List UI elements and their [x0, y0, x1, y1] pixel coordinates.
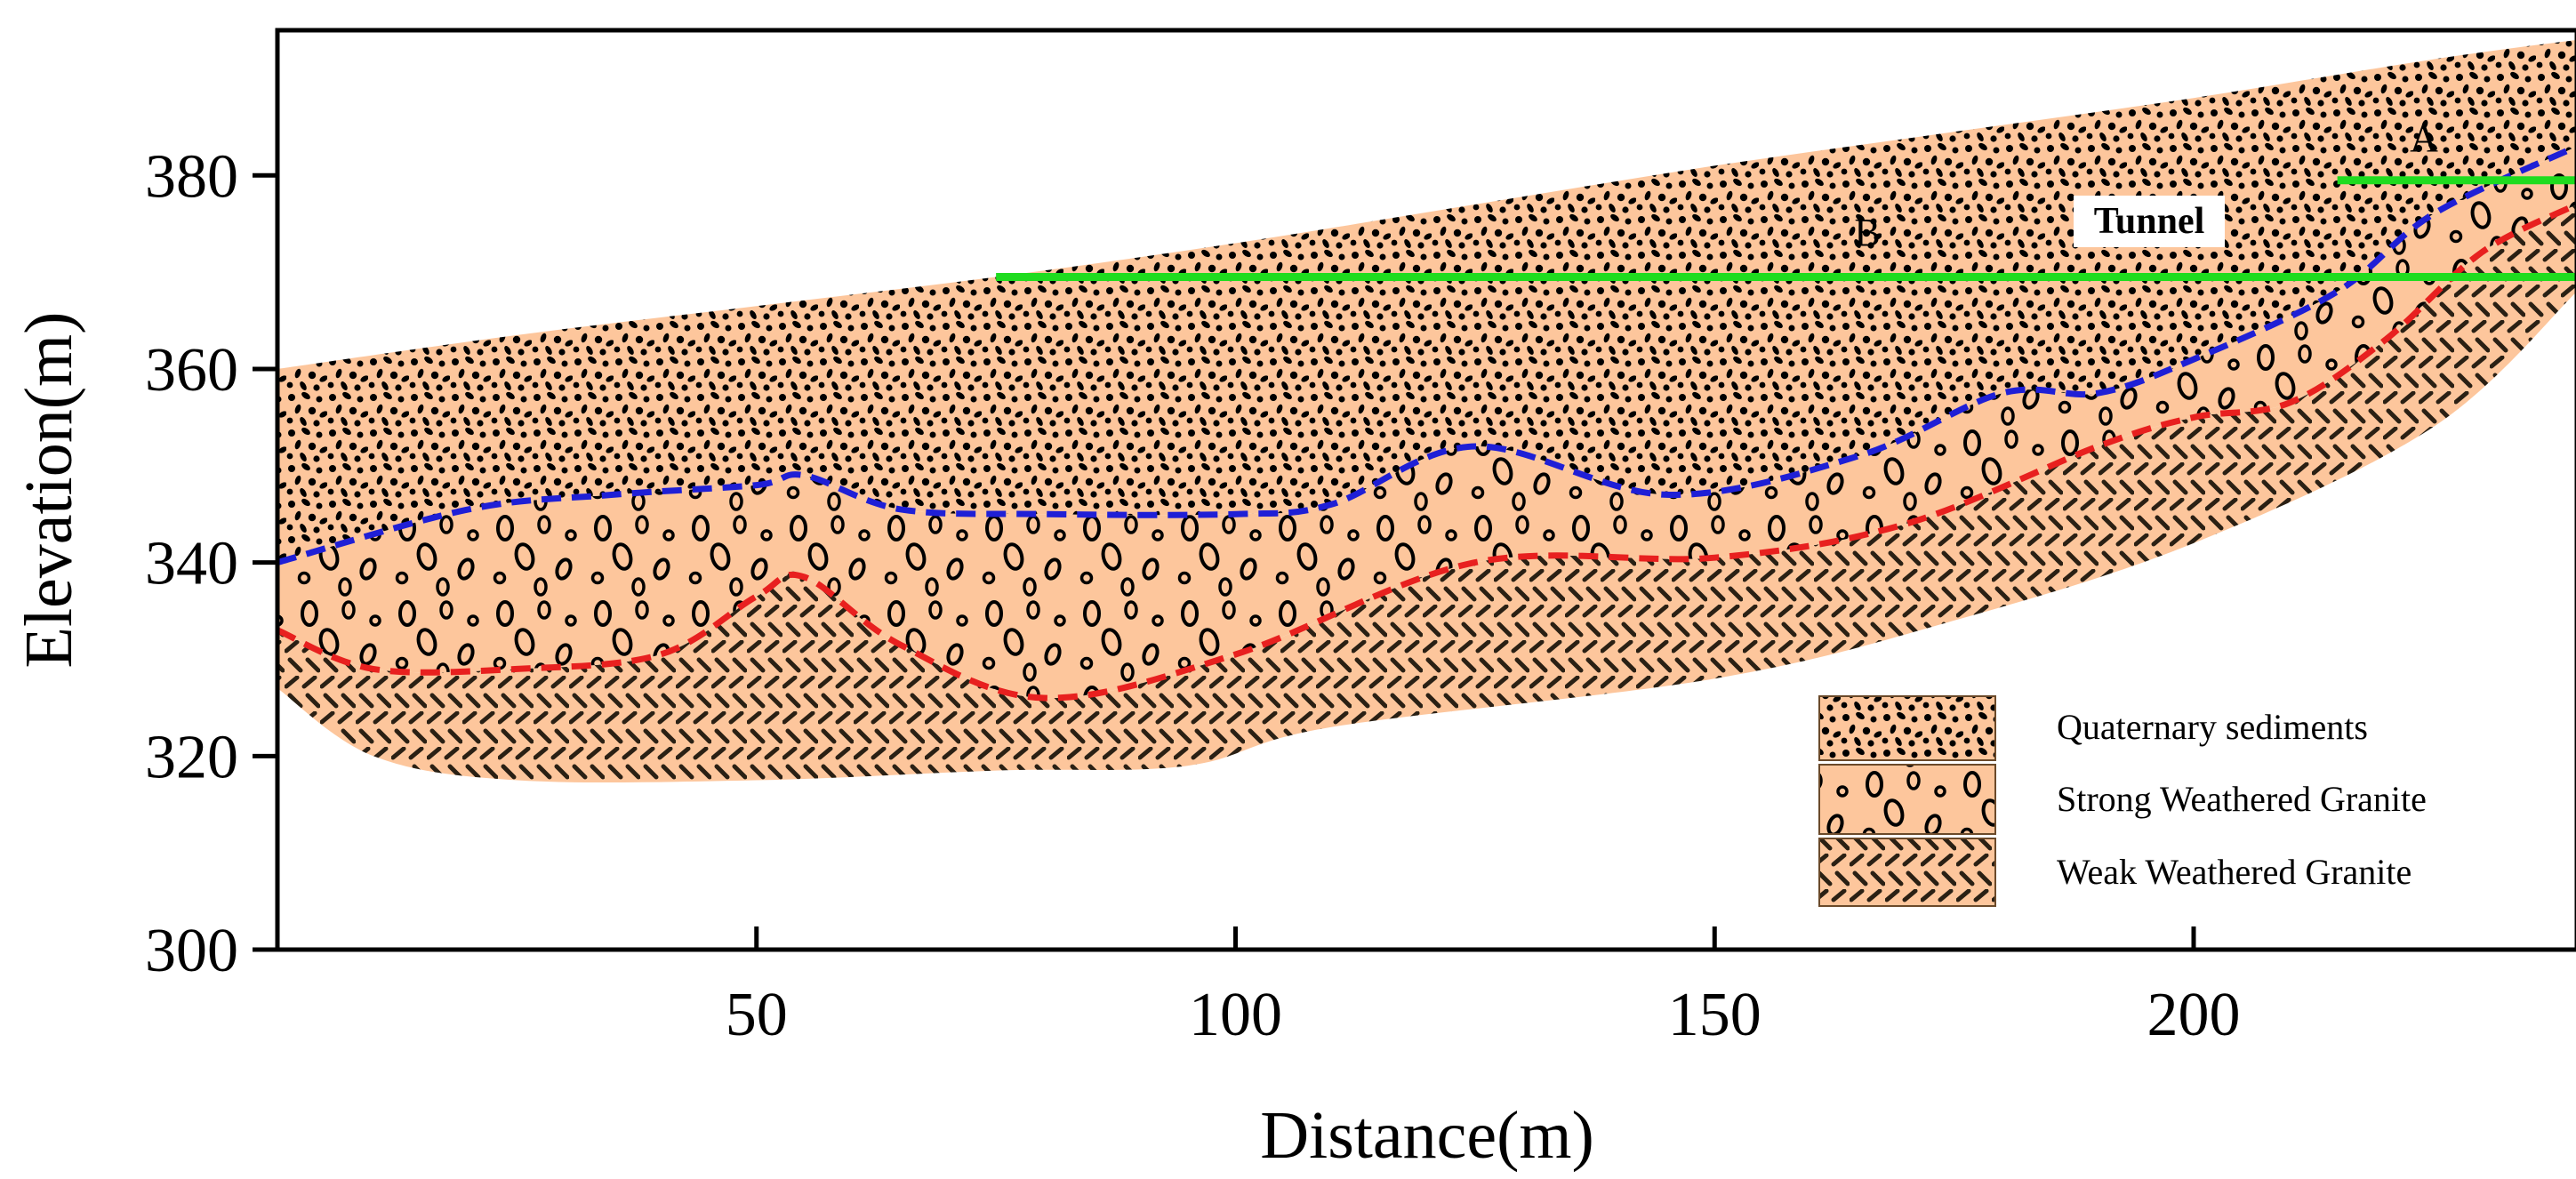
- x-tick-label: 200: [2147, 981, 2241, 1049]
- legend-label-strong: Strong Weathered Granite: [2057, 779, 2427, 819]
- plot-frame: [275, 28, 2576, 952]
- annotation-tunnel: Tunnel: [2094, 201, 2205, 242]
- legend-label-weak: Weak Weathered Granite: [2057, 852, 2411, 892]
- red-boundary-line: [277, 201, 2576, 702]
- x-tick-label: 150: [1668, 981, 1761, 1049]
- x-axis-ticks: 50 100 150 200: [726, 926, 2241, 1049]
- legend-swatch-quaternary: [1818, 695, 1996, 761]
- quaternary-sediments-layer: [277, 40, 2576, 563]
- legend-swatch-weak: [1818, 838, 1996, 907]
- strong-weathered-granite-layer: [277, 147, 2576, 699]
- y-tick-label: 380: [145, 142, 238, 211]
- x-tick-label: 50: [726, 981, 788, 1049]
- legend: Quaternary sediments Strong Weathered Gr…: [1818, 695, 2427, 907]
- legend-label-quaternary: Quaternary sediments: [2057, 707, 2368, 747]
- y-tick-label: 340: [145, 530, 238, 598]
- legend-swatch-strong: [1818, 764, 1996, 835]
- tunnel-label-background: [2074, 196, 2225, 247]
- weak-weathered-granite-layer: [277, 205, 2576, 783]
- y-tick-label: 360: [145, 336, 238, 405]
- y-axis-ticks: 300 320 340 360 380: [145, 142, 277, 985]
- annotation-a: A: [2410, 116, 2438, 160]
- layers-group: [277, 40, 2576, 783]
- annotation-b: B: [1854, 211, 1880, 254]
- x-tick-label: 100: [1189, 981, 1282, 1049]
- y-tick-label: 320: [145, 723, 238, 791]
- y-tick-label: 300: [145, 917, 238, 985]
- x-axis-title: Distance(m): [1260, 1098, 1594, 1173]
- y-axis-title: Elevation(m): [12, 312, 86, 669]
- blue-boundary-line: [277, 143, 2576, 565]
